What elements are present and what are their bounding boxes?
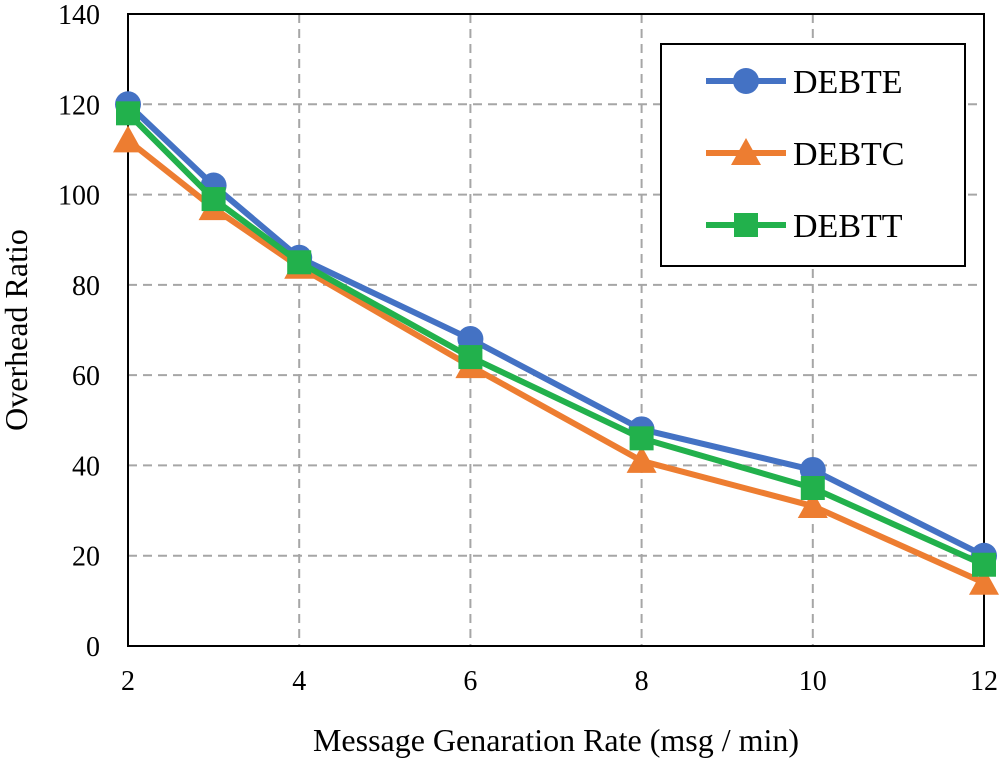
data-point-debtc	[797, 491, 828, 519]
y-tick-label: 0	[86, 632, 100, 663]
plot-frame	[127, 13, 985, 647]
legend: DEBTE DEBTC DEBTT	[660, 43, 966, 267]
x-tick-label: 8	[635, 666, 649, 697]
legend-item-debte: DEBTE	[706, 64, 903, 101]
series-debtt	[116, 101, 996, 577]
x-tick-label: 12	[970, 666, 998, 697]
data-point-debtc	[113, 125, 143, 153]
x-tick-label: 2	[121, 666, 135, 697]
legend-item-debtt: DEBTT	[706, 208, 903, 245]
x-axis-title: Message Genaration Rate (msg / min)	[313, 722, 799, 758]
y-axis-ticks: 0 20 40 60 80 100 120 140	[58, 0, 100, 663]
data-point-debtc	[626, 445, 657, 473]
data-point-debtt	[287, 250, 312, 275]
y-tick-label: 140	[58, 0, 100, 31]
y-tick-label: 120	[58, 90, 100, 121]
y-tick-label: 60	[72, 361, 100, 392]
y-tick-label: 80	[72, 271, 100, 302]
legend-marker-debte	[733, 68, 759, 94]
x-tick-label: 10	[799, 666, 827, 697]
data-point-debtt	[201, 187, 226, 212]
data-point-debtt	[972, 552, 996, 577]
data-point-debtc	[969, 567, 999, 595]
data-point-debtt	[458, 345, 483, 370]
legend-label-debtc: DEBTC	[793, 136, 904, 173]
data-point-debtt	[629, 426, 654, 451]
data-point-debtt	[800, 476, 825, 500]
legend-items: DEBTE DEBTC DEBTT	[706, 64, 904, 245]
series-group	[113, 91, 999, 595]
legend-marker-debtc	[731, 138, 761, 165]
y-tick-label: 40	[72, 451, 100, 482]
y-axis-title: Overhead Ratio	[0, 229, 34, 431]
legend-label-debte: DEBTE	[793, 64, 903, 101]
legend-label-debtt: DEBTT	[793, 208, 903, 245]
x-tick-label: 4	[292, 666, 306, 697]
legend-marker-debtt	[734, 213, 758, 237]
x-axis-ticks: 2 4 6 8 10 12	[121, 666, 998, 697]
legend-item-debtc: DEBTC	[706, 136, 904, 173]
x-tick-label: 6	[463, 666, 477, 697]
gridlines	[128, 14, 984, 646]
data-point-debtt	[116, 101, 140, 126]
y-tick-label: 100	[58, 181, 100, 212]
y-tick-label: 20	[72, 542, 100, 573]
